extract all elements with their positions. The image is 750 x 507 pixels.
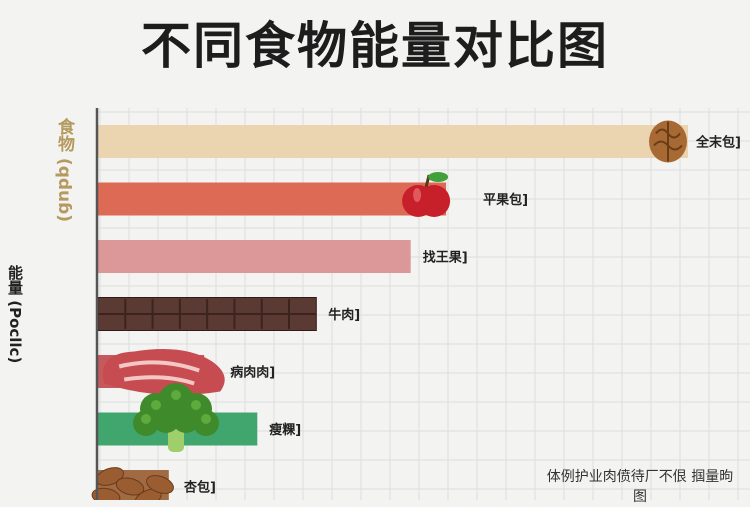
broccoli-icon [133, 383, 219, 452]
almonds-icon [91, 467, 174, 500]
walnut-icon [649, 120, 687, 163]
bar-1 [98, 125, 688, 158]
bar-label-4: 牛肉] [328, 307, 360, 323]
grid [98, 108, 750, 500]
raw-meat-icon [102, 349, 225, 396]
bar-label-1: 全末包] [695, 135, 741, 151]
food-icons [91, 120, 687, 500]
chart-footnote: 体例护业肉偾待厂不佷 掴量昫图 [546, 469, 734, 505]
chart-title: 不同食物能量对比图 [141, 17, 609, 75]
bar-label-3: 找王果] [423, 250, 468, 266]
apple-icon [402, 172, 451, 217]
chocolate-bar-icon [98, 299, 317, 329]
bar-label-5: 病肉肉] [230, 365, 275, 381]
bar-label-6: 瘦粿] [269, 422, 301, 438]
bar-2 [98, 182, 447, 216]
bar-labels: 全末包] 平果包] 找王果] 牛肉] 病肉肉] 瘦粿] 杏包] [184, 135, 741, 496]
bar-label-2: 平果包] [483, 192, 528, 208]
bar-label-7: 杏包] [184, 480, 216, 496]
bar-3 [98, 240, 411, 273]
y-axis-label-primary: 能量 (Pocllc) [6, 265, 24, 364]
y-axis-label-secondary: 食物 (qduɓ) [54, 118, 74, 223]
